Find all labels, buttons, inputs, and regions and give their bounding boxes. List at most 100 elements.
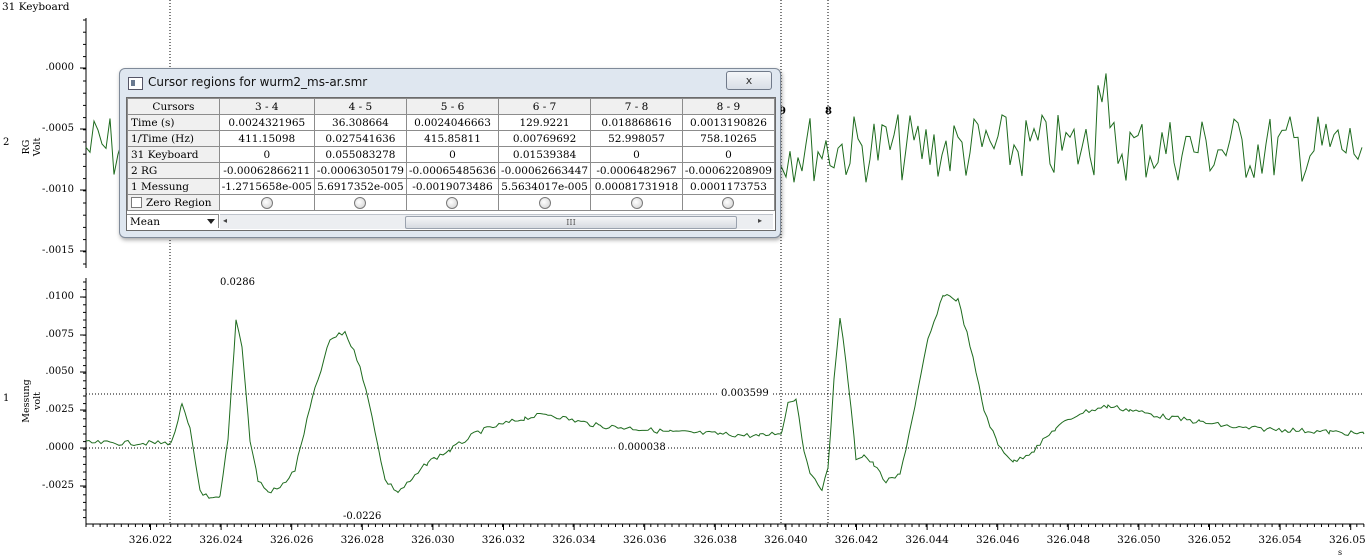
row-header: 1 Messung bbox=[127, 178, 220, 195]
x-tick-label: 326.048 bbox=[1046, 534, 1091, 546]
table-cell: 415.85811 bbox=[405, 130, 500, 147]
dialog-title: Cursor regions for wurm2_ms-ar.smr bbox=[148, 75, 368, 89]
rg-tick-1: -.0005 bbox=[41, 123, 74, 134]
column-header[interactable]: 8 - 9 bbox=[681, 98, 775, 115]
messung-tick-5: -.0025 bbox=[41, 480, 74, 491]
table-header-row: Cursors 3 - 4 4 - 5 5 - 6 6 - 7 7 - 8 8 … bbox=[127, 98, 775, 115]
zero-region-radio[interactable] bbox=[405, 194, 500, 211]
close-button[interactable]: x bbox=[726, 71, 772, 90]
column-header[interactable]: Cursors bbox=[127, 98, 220, 115]
table-cell: 0.0013190826 bbox=[681, 114, 775, 131]
chevron-down-icon[interactable] bbox=[207, 219, 215, 224]
table-cell: 5.6917352e-005 bbox=[313, 178, 407, 195]
table-cell: 0.027541636 bbox=[313, 130, 407, 147]
messung-tick-2: .0050 bbox=[45, 366, 74, 377]
table-cell: 0.01539384 bbox=[498, 146, 592, 163]
table-cell: 0 bbox=[681, 146, 775, 163]
cursor-label-8[interactable]: 8 bbox=[825, 106, 832, 117]
row-header: Time (s) bbox=[127, 114, 220, 131]
table-cell: 411.15098 bbox=[218, 130, 315, 147]
trough-annotation: -0.0226 bbox=[343, 511, 382, 522]
zero-region-row: Zero Region bbox=[127, 194, 775, 211]
table-row: Time (s) 0.0024321965 36.308664 0.002404… bbox=[127, 114, 775, 131]
table-cell: 52.998057 bbox=[590, 130, 683, 147]
x-tick-label: 326.038 bbox=[693, 534, 738, 546]
table-cell: 0 bbox=[405, 146, 500, 163]
x-tick-label: 326.044 bbox=[905, 534, 949, 546]
scroll-left-icon[interactable]: ◂ bbox=[223, 216, 228, 225]
x-tick-label: 326.050 bbox=[1117, 534, 1161, 546]
window-icon bbox=[128, 77, 143, 90]
peak-annotation: 0.0286 bbox=[220, 277, 255, 288]
x-tick-label: 326.028 bbox=[340, 534, 385, 546]
x-tick-label: 326.056 bbox=[1328, 534, 1366, 546]
checkbox-icon[interactable] bbox=[131, 197, 142, 208]
table-cell: 0.0001173753 bbox=[681, 178, 775, 195]
x-tick-label: 326.024 bbox=[199, 534, 243, 546]
zero-region-radio[interactable] bbox=[313, 194, 407, 211]
table-cell: 0 bbox=[590, 146, 683, 163]
cursor-regions-dialog[interactable]: Cursor regions for wurm2_ms-ar.smr x Cur… bbox=[119, 68, 781, 238]
cursor-label-9[interactable]: 9 bbox=[779, 106, 786, 117]
messung-channel-number: 1 bbox=[3, 393, 10, 404]
table-row: 2 RG -0.00062866211 -0.00063050179 -0.00… bbox=[127, 162, 775, 179]
x-tick-label: 326.040 bbox=[764, 534, 808, 546]
x-tick-label: 326.046 bbox=[975, 534, 1020, 546]
regions-table: Cursors 3 - 4 4 - 5 5 - 6 6 - 7 7 - 8 8 … bbox=[127, 98, 775, 211]
table-cell: 0.00081731918 bbox=[590, 178, 683, 195]
table-cell: -0.00065485636 bbox=[405, 162, 500, 179]
column-header[interactable]: 3 - 4 bbox=[218, 98, 315, 115]
table-cell: 0 bbox=[218, 146, 315, 163]
measure-mode-select[interactable]: Mean bbox=[127, 214, 219, 228]
messung-tick-0: .0100 bbox=[45, 291, 74, 302]
rg-tick-0: .0000 bbox=[45, 62, 74, 73]
rg-tick-3: -.0015 bbox=[41, 245, 74, 256]
table-cell: 129.9221 bbox=[498, 114, 592, 131]
table-cell: 758.10265 bbox=[681, 130, 775, 147]
row-header: 1/Time (Hz) bbox=[127, 130, 220, 147]
table-cell: -0.0006482967 bbox=[590, 162, 683, 179]
upper-level-label: 0.003599 bbox=[719, 388, 771, 399]
column-header[interactable]: 7 - 8 bbox=[590, 98, 683, 115]
x-tick-label: 326.052 bbox=[1187, 534, 1232, 546]
column-header[interactable]: 5 - 6 bbox=[405, 98, 500, 115]
zero-region-radio[interactable] bbox=[681, 194, 775, 211]
table-cell: 36.308664 bbox=[313, 114, 407, 131]
rg-channel-title: RG Volt bbox=[21, 137, 43, 157]
messung-trace bbox=[85, 294, 1365, 499]
table-cell: -0.00063050179 bbox=[313, 162, 407, 179]
x-axis-unit: s bbox=[1338, 548, 1343, 557]
table-cell: -1.2715658e-005 bbox=[218, 178, 315, 195]
table-cell: -0.00062663447 bbox=[498, 162, 592, 179]
messung-channel-title: Messung volt bbox=[21, 379, 43, 423]
zero-region-radio[interactable] bbox=[498, 194, 592, 211]
column-header[interactable]: 4 - 5 bbox=[313, 98, 407, 115]
row-header: 31 Keyboard bbox=[127, 146, 220, 163]
x-tick-label: 326.036 bbox=[622, 534, 667, 546]
table-cell: 0.0024321965 bbox=[218, 114, 315, 131]
table-row: 1 Messung -1.2715658e-005 5.6917352e-005… bbox=[127, 178, 775, 195]
horizontal-scrollbar[interactable]: ◂ III ▸ bbox=[220, 214, 773, 229]
zero-region-checkbox[interactable]: Zero Region bbox=[127, 194, 220, 211]
rg-channel-number: 2 bbox=[3, 137, 10, 148]
table-cell: -0.00062208909 bbox=[681, 162, 775, 179]
table-row: 31 Keyboard 0 0.055083278 0 0.01539384 0… bbox=[127, 146, 775, 163]
x-tick-label: 326.030 bbox=[411, 534, 455, 546]
baseline-level-label: 0.000038 bbox=[616, 442, 668, 453]
table-cell: 5.5634017e-005 bbox=[498, 178, 592, 195]
messung-tick-3: .0025 bbox=[45, 404, 74, 415]
table-cell: -0.00062866211 bbox=[218, 162, 315, 179]
messung-tick-1: .0075 bbox=[45, 329, 74, 340]
column-header[interactable]: 6 - 7 bbox=[498, 98, 592, 115]
scroll-thumb[interactable]: III bbox=[405, 216, 737, 229]
x-tick-label: 326.022 bbox=[128, 534, 173, 546]
scroll-right-icon[interactable]: ▸ bbox=[758, 216, 763, 225]
x-tick-label: 326.026 bbox=[269, 534, 314, 546]
rg-tick-2: -.0010 bbox=[41, 184, 74, 195]
table-cell: 0.00769692 bbox=[498, 130, 592, 147]
row-header: 2 RG bbox=[127, 162, 220, 179]
table-cell: 0.018868616 bbox=[590, 114, 683, 131]
x-tick-label: 326.034 bbox=[552, 534, 596, 546]
zero-region-radio[interactable] bbox=[218, 194, 315, 211]
zero-region-radio[interactable] bbox=[590, 194, 683, 211]
